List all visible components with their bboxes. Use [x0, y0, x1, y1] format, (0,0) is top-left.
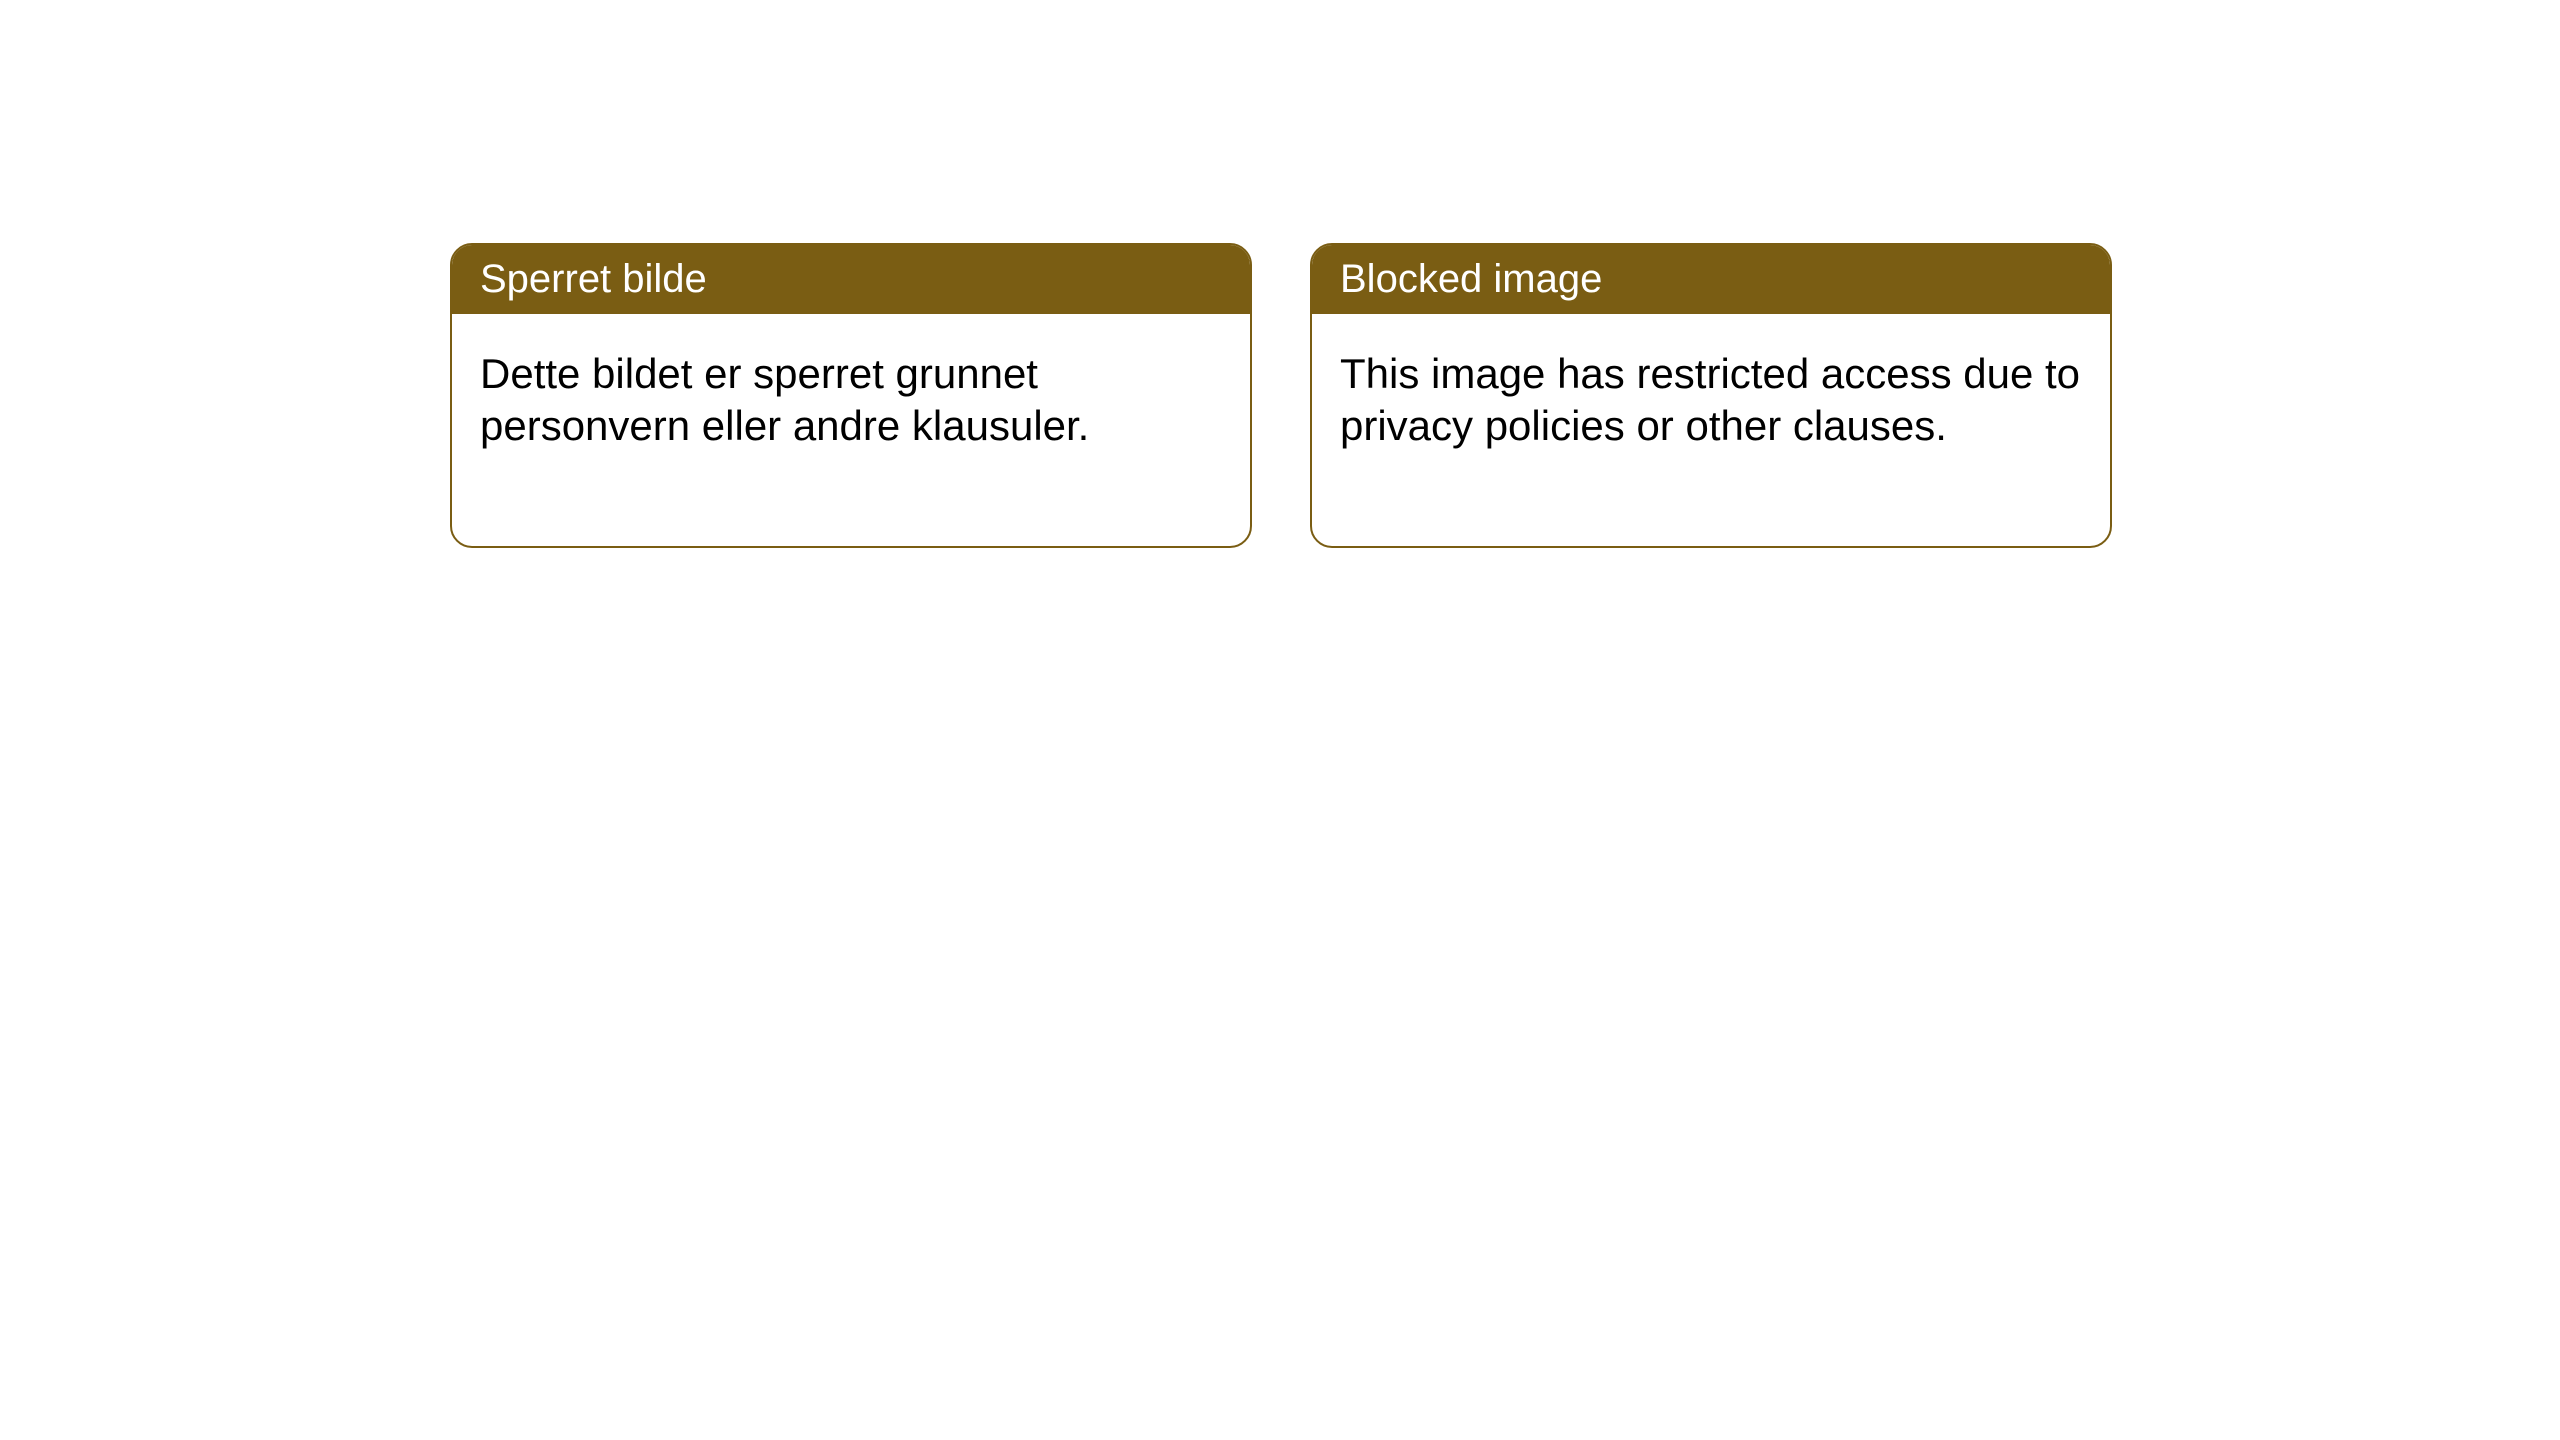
panel-body: Dette bildet er sperret grunnet personve…	[452, 314, 1250, 546]
panel-title: Sperret bilde	[480, 257, 707, 301]
panel-body: This image has restricted access due to …	[1312, 314, 2110, 546]
notice-panel-en: Blocked image This image has restricted …	[1310, 243, 2112, 548]
panel-header: Blocked image	[1312, 245, 2110, 314]
notice-container: Sperret bilde Dette bildet er sperret gr…	[0, 0, 2560, 548]
panel-header: Sperret bilde	[452, 245, 1250, 314]
notice-panel-no: Sperret bilde Dette bildet er sperret gr…	[450, 243, 1252, 548]
panel-body-text: This image has restricted access due to …	[1340, 350, 2080, 449]
panel-title: Blocked image	[1340, 257, 1602, 301]
panel-body-text: Dette bildet er sperret grunnet personve…	[480, 350, 1089, 449]
